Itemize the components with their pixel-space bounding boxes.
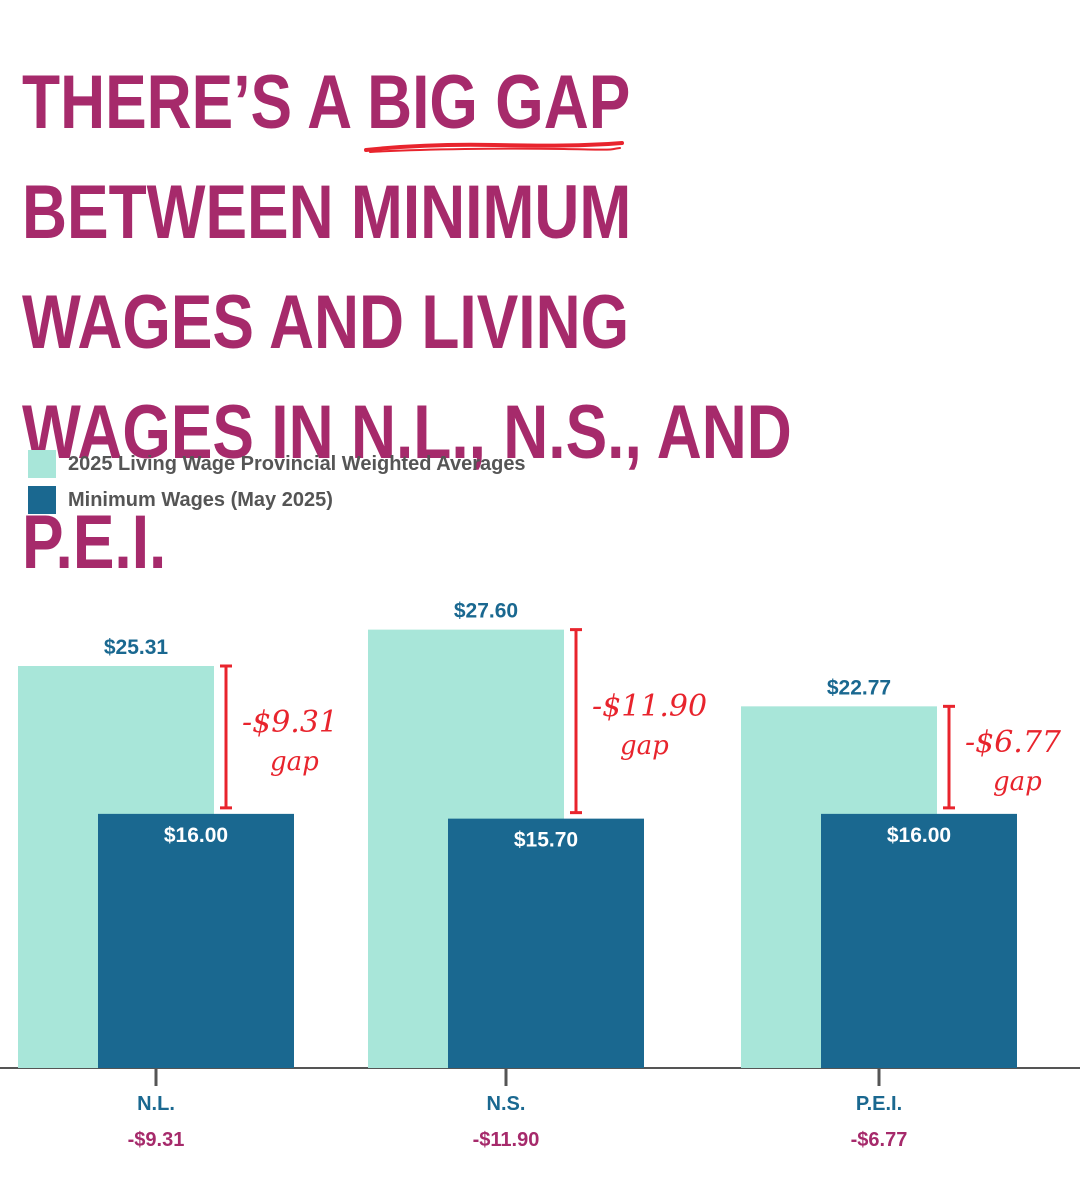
minimum-wage-bar-pei — [821, 813, 1017, 1068]
legend-swatch-minimum-wage — [28, 486, 56, 514]
gap-annotation-ns: -$11.90 — [592, 689, 707, 724]
title-before: THERE’S A — [22, 60, 368, 145]
title-underline-scribble — [364, 141, 624, 153]
minimum-wage-label-ns: $15.70 — [514, 829, 578, 852]
category-label-nl: N.L. — [137, 1093, 175, 1115]
category-label-pei: P.E.I. — [856, 1093, 902, 1115]
gap-word-nl: gap — [270, 747, 319, 777]
gap-word-ns: gap — [620, 731, 669, 761]
title-highlight: BIG GAP — [367, 60, 630, 145]
legend-swatch-living-wage — [28, 450, 56, 478]
legend-item-minimum-wage: Minimum Wages (May 2025) — [28, 482, 526, 518]
living-wage-label-ns: $27.60 — [454, 600, 518, 623]
minimum-wage-label-nl: $16.00 — [164, 824, 228, 847]
living-wage-label-nl: $25.31 — [104, 636, 169, 659]
gap-annotation-pei: -$6.77 — [965, 725, 1062, 760]
living-wage-label-pei: $22.77 — [827, 676, 891, 699]
gap-word-pei: gap — [993, 767, 1042, 797]
legend-label-living-wage: 2025 Living Wage Provincial Weighted Ave… — [68, 452, 526, 475]
minimum-wage-bar-ns — [448, 818, 644, 1068]
chart-title: THERE’S A BIG GAP BETWEEN MINIMUM WAGES … — [22, 48, 875, 598]
legend-label-minimum-wage: Minimum Wages (May 2025) — [68, 488, 333, 511]
gap-annotation-nl: -$9.31 — [242, 705, 338, 740]
category-gap-pei: -$6.77 — [851, 1129, 908, 1151]
chart-legend: 2025 Living Wage Provincial Weighted Ave… — [28, 446, 526, 518]
category-gap-nl: -$9.31 — [128, 1129, 185, 1151]
category-label-ns: N.S. — [487, 1093, 526, 1115]
title-after: BETWEEN MINIMUM WAGES AND LIVING WAGES I… — [22, 170, 792, 585]
category-gap-ns: -$11.90 — [473, 1129, 540, 1151]
minimum-wage-bar-nl — [98, 813, 294, 1068]
minimum-wage-label-pei: $16.00 — [887, 824, 951, 847]
legend-item-living-wage: 2025 Living Wage Provincial Weighted Ave… — [28, 446, 526, 482]
